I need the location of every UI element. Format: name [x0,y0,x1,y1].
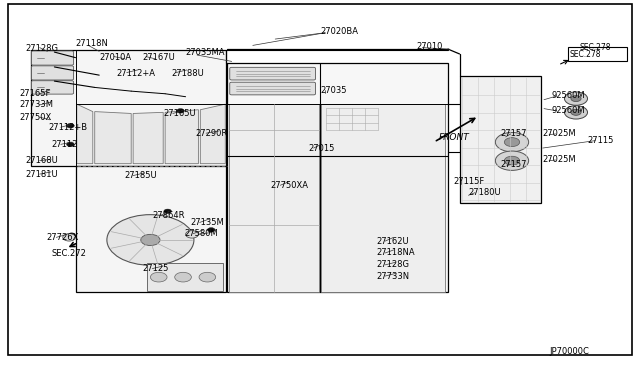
Text: 27128G: 27128G [376,260,410,269]
Text: 27112+B: 27112+B [48,123,87,132]
Bar [568,47,627,61]
Circle shape [177,109,184,113]
Bar [326,108,378,130]
Circle shape [207,228,215,232]
Bar [460,76,541,203]
Text: 27168U: 27168U [26,156,58,165]
Polygon shape [165,110,198,164]
Text: SEC.278: SEC.278 [579,43,611,52]
Text: 27726X: 27726X [46,233,79,242]
Bar [76,166,226,292]
Text: 27750XA: 27750XA [270,181,308,190]
Text: 27128G: 27128G [26,44,59,53]
Text: 27167U: 27167U [142,53,175,62]
Text: 27025M: 27025M [543,155,577,164]
Text: 27010: 27010 [416,42,442,51]
Polygon shape [321,104,445,156]
Text: 27112+A: 27112+A [116,69,156,78]
Text: 27162U: 27162U [376,237,409,246]
Circle shape [67,142,74,147]
Text: 27125: 27125 [142,264,168,273]
Circle shape [495,151,529,170]
Text: 27165F: 27165F [19,89,51,98]
Text: JP70000C: JP70000C [549,347,589,356]
Text: 27188U: 27188U [172,69,204,78]
Circle shape [107,215,194,265]
Text: 27580M: 27580M [184,229,218,238]
Bar [147,263,223,291]
Polygon shape [200,104,225,164]
Text: 27733N: 27733N [376,272,410,280]
Text: 27015: 27015 [308,144,335,153]
Text: 27112: 27112 [51,140,77,149]
Text: SEC.272: SEC.272 [51,249,86,258]
Circle shape [186,231,198,238]
Circle shape [68,233,76,237]
Circle shape [175,272,191,282]
Text: 27185U: 27185U [125,171,157,180]
Polygon shape [321,156,445,292]
FancyBboxPatch shape [31,66,74,80]
FancyBboxPatch shape [230,67,316,80]
Circle shape [199,272,216,282]
Text: 92560M: 92560M [552,92,586,100]
Text: 27290R: 27290R [195,129,227,138]
Text: 27135M: 27135M [191,218,225,227]
Text: SEC.278: SEC.278 [570,50,601,59]
Text: 27181U: 27181U [26,170,58,179]
Text: 92560M: 92560M [552,106,586,115]
Text: FRONT: FRONT [438,133,469,142]
Circle shape [141,234,160,246]
Circle shape [67,124,74,128]
Text: 27035: 27035 [320,86,346,94]
Circle shape [504,138,520,147]
Circle shape [504,156,520,165]
Circle shape [495,132,529,152]
Circle shape [571,109,581,115]
FancyBboxPatch shape [31,81,74,94]
Polygon shape [229,104,319,156]
FancyBboxPatch shape [230,82,316,95]
Circle shape [564,106,588,119]
Polygon shape [229,156,319,292]
Circle shape [63,234,76,241]
Circle shape [564,92,588,105]
Bar [418,104,500,152]
Text: 27864R: 27864R [152,211,185,219]
Text: 27165U: 27165U [163,109,196,118]
Text: 27010A: 27010A [99,53,131,62]
Text: 27733M: 27733M [19,100,53,109]
Text: 27118NA: 27118NA [376,248,415,257]
Circle shape [150,272,167,282]
Text: 27115F: 27115F [453,177,484,186]
Text: 27118N: 27118N [76,39,108,48]
Circle shape [571,96,581,102]
Bar [227,63,448,292]
Text: 27157: 27157 [500,160,527,169]
Text: 27020BA: 27020BA [320,27,358,36]
Circle shape [164,209,172,214]
Text: 27115: 27115 [588,136,614,145]
Text: 27025M: 27025M [543,129,577,138]
FancyBboxPatch shape [31,51,74,65]
Polygon shape [133,112,163,164]
Text: 27035MA: 27035MA [186,48,225,57]
Polygon shape [77,104,93,164]
Circle shape [65,235,73,240]
Text: 27157: 27157 [500,129,527,138]
Text: 27750X: 27750X [19,113,51,122]
Bar [31,50,226,166]
Polygon shape [95,112,131,164]
Text: 27180U: 27180U [468,188,501,197]
